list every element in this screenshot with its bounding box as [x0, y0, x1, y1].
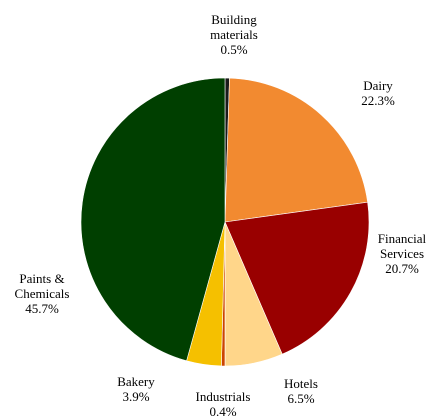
- slice-label-paints-chemicals: Paints & Chemicals 45.7%: [15, 271, 70, 316]
- slice-percent-building-materials: 0.5%: [220, 42, 247, 57]
- slice-percent-hotels: 6.5%: [287, 391, 314, 406]
- slice-name-paints-chemicals: Chemicals: [15, 286, 70, 301]
- slice-name-bakery: Bakery: [117, 374, 155, 389]
- slice-name-financial-services: Services: [380, 246, 424, 261]
- slice-name-building-materials: Building: [211, 12, 257, 27]
- slice-label-hotels: Hotels 6.5%: [284, 376, 318, 406]
- pie-slices: [80, 77, 370, 367]
- pie-slice-dairy: [224, 77, 368, 223]
- slice-name-paints-chemicals: Paints &: [19, 271, 64, 286]
- pie-labels: Building materials 0.5% Dairy 22.3% Financial…: [15, 12, 427, 419]
- slice-percent-paints-chemicals: 45.7%: [25, 301, 59, 316]
- slice-percent-dairy: 22.3%: [361, 93, 395, 108]
- slice-name-financial-services: Financial: [378, 231, 427, 246]
- slice-name-hotels: Hotels: [284, 376, 318, 391]
- slice-label-financial-services: Financial Services 20.7%: [378, 231, 427, 276]
- slice-percent-financial-services: 20.7%: [385, 261, 419, 276]
- slice-label-bakery: Bakery 3.9%: [117, 374, 155, 404]
- slice-label-dairy: Dairy 22.3%: [361, 78, 395, 108]
- slice-name-building-materials: materials: [210, 27, 258, 42]
- slice-label-industrials: Industrials 0.4%: [196, 389, 251, 419]
- slice-percent-industrials: 0.4%: [209, 404, 236, 419]
- slice-label-building-materials: Building materials 0.5%: [210, 12, 258, 57]
- pie-slice-paints-chemicals: [80, 77, 226, 362]
- slice-name-dairy: Dairy: [363, 78, 393, 93]
- pie-slice-financial-services: [224, 201, 370, 355]
- slice-name-industrials: Industrials: [196, 389, 251, 404]
- slice-percent-bakery: 3.9%: [122, 389, 149, 404]
